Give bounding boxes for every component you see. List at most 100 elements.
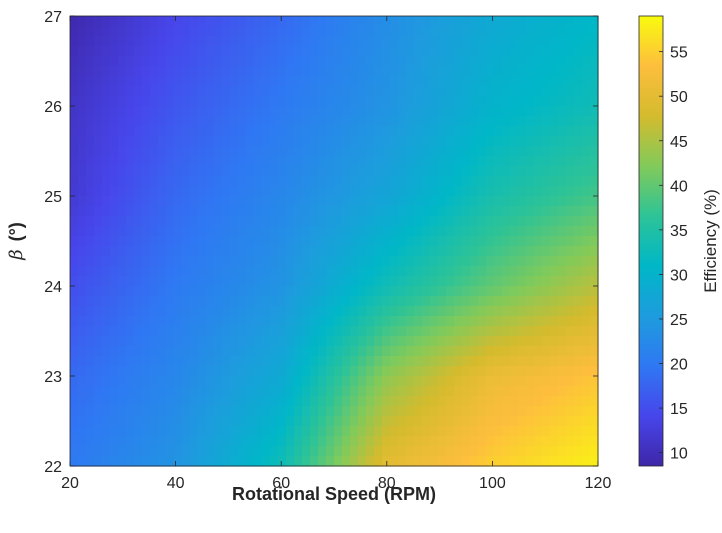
heatmap-cell (238, 376, 247, 387)
heatmap-cell (78, 86, 87, 97)
heatmap-cell (182, 376, 191, 387)
heatmap-cell (222, 396, 231, 407)
heatmap-cell (510, 456, 519, 467)
heatmap-cell (286, 176, 295, 187)
heatmap-cell (142, 256, 151, 267)
heatmap-cell (518, 456, 527, 467)
heatmap-cell (214, 26, 223, 37)
heatmap-cell (422, 166, 431, 177)
heatmap-cell (310, 176, 319, 187)
heatmap-cell (198, 456, 207, 467)
heatmap-cell (342, 266, 351, 277)
heatmap-cell (214, 426, 223, 437)
heatmap-cell (78, 216, 87, 227)
heatmap-cell (534, 66, 543, 77)
heatmap-cell (70, 56, 79, 67)
heatmap-cell (574, 146, 583, 157)
heatmap-cell (446, 226, 455, 237)
heatmap-cell (294, 236, 303, 247)
heatmap-cell (334, 36, 343, 47)
heatmap-cell (94, 446, 103, 457)
heatmap-cell (318, 326, 327, 337)
heatmap-cell (374, 246, 383, 257)
heatmap-cell (86, 46, 95, 57)
heatmap-cell (454, 156, 463, 167)
heatmap-cell (334, 346, 343, 357)
heatmap-cell (182, 416, 191, 427)
heatmap-cell (470, 396, 479, 407)
heatmap-cell (558, 16, 567, 27)
heatmap-cell (102, 56, 111, 67)
heatmap-cell (590, 456, 599, 467)
heatmap-cell (494, 66, 503, 77)
heatmap-cell (470, 126, 479, 137)
heatmap-cell (118, 276, 127, 287)
heatmap-cell (198, 186, 207, 197)
heatmap-cell (510, 26, 519, 37)
heatmap-cell (374, 166, 383, 177)
heatmap-cell (326, 16, 335, 27)
heatmap-cell (566, 406, 575, 417)
heatmap-cell (542, 246, 551, 257)
heatmap-cell (94, 36, 103, 47)
heatmap-cell (182, 46, 191, 57)
heatmap-cell (574, 386, 583, 397)
heatmap-cell (358, 306, 367, 317)
heatmap-cell (110, 276, 119, 287)
heatmap-cell (462, 246, 471, 257)
heatmap-cell (110, 306, 119, 317)
heatmap-cell (574, 316, 583, 327)
heatmap-cell (70, 346, 79, 357)
heatmap-cell (366, 106, 375, 117)
heatmap-cell (398, 56, 407, 67)
heatmap-cell (302, 216, 311, 227)
heatmap-cell (326, 436, 335, 447)
heatmap-cell (502, 206, 511, 217)
heatmap-cell (382, 276, 391, 287)
heatmap-cell (390, 86, 399, 97)
heatmap-cell (366, 396, 375, 407)
heatmap-cell (86, 436, 95, 447)
heatmap-cell (406, 366, 415, 377)
heatmap-cell (198, 196, 207, 207)
heatmap-cell (550, 426, 559, 437)
heatmap-cell (398, 86, 407, 97)
heatmap-cell (102, 286, 111, 297)
heatmap-cell (558, 66, 567, 77)
heatmap-cell (526, 186, 535, 197)
heatmap-cell (486, 316, 495, 327)
heatmap-cell (534, 406, 543, 417)
heatmap-cell (390, 306, 399, 317)
heatmap-cell (326, 86, 335, 97)
heatmap-cell (438, 406, 447, 417)
heatmap-cell (430, 406, 439, 417)
heatmap-cell (326, 336, 335, 347)
heatmap-cell (270, 356, 279, 367)
heatmap-cell (142, 176, 151, 187)
heatmap-cell (422, 396, 431, 407)
heatmap-cell (94, 156, 103, 167)
heatmap-cell (590, 106, 599, 117)
heatmap-cell (430, 176, 439, 187)
heatmap-cell (206, 156, 215, 167)
heatmap-cell (230, 56, 239, 67)
heatmap-cell (438, 356, 447, 367)
heatmap-cell (382, 46, 391, 57)
heatmap-cell (446, 26, 455, 37)
heatmap-cell (246, 256, 255, 267)
heatmap-cell (398, 276, 407, 287)
heatmap-cell (342, 66, 351, 77)
heatmap-cell (286, 356, 295, 367)
heatmap-cell (318, 376, 327, 387)
heatmap-cell (566, 186, 575, 197)
heatmap-cell (278, 156, 287, 167)
heatmap-cell (150, 96, 159, 107)
heatmap-cell (454, 126, 463, 137)
heatmap-cell (166, 196, 175, 207)
heatmap-cell (486, 166, 495, 177)
heatmap-cell (142, 346, 151, 357)
heatmap-cell (414, 226, 423, 237)
heatmap-cell (126, 396, 135, 407)
heatmap-cell (86, 86, 95, 97)
heatmap-cell (158, 376, 167, 387)
